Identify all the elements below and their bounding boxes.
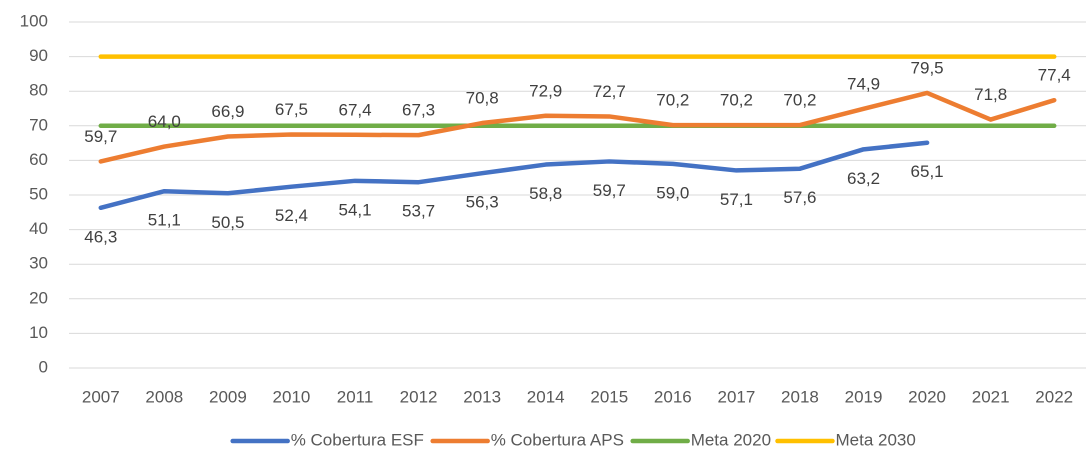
x-tick-label: 2007 xyxy=(82,387,120,406)
data-label: 72,9 xyxy=(529,81,562,100)
data-label: 71,8 xyxy=(974,85,1007,104)
legend-label: Meta 2030 xyxy=(836,430,916,449)
data-label: 70,2 xyxy=(720,91,753,110)
x-tick-label: 2014 xyxy=(527,387,565,406)
x-tick-label: 2015 xyxy=(590,387,628,406)
data-label: 67,3 xyxy=(402,101,435,120)
y-tick-label: 50 xyxy=(29,184,48,203)
y-tick-label: 100 xyxy=(20,11,48,30)
data-label: 77,4 xyxy=(1038,66,1071,85)
legend-label: % Cobertura ESF xyxy=(291,430,424,449)
legend-label: % Cobertura APS xyxy=(491,430,624,449)
data-label: 52,4 xyxy=(275,206,308,225)
y-tick-label: 40 xyxy=(29,219,48,238)
data-label: 59,0 xyxy=(656,183,689,202)
x-tick-label: 2013 xyxy=(463,387,501,406)
data-label: 57,1 xyxy=(720,190,753,209)
data-label: 67,5 xyxy=(275,100,308,119)
x-tick-label: 2020 xyxy=(908,387,946,406)
data-label: 74,9 xyxy=(847,74,880,93)
data-label: 65,1 xyxy=(911,162,944,181)
data-label: 70,2 xyxy=(783,91,816,110)
data-label: 54,1 xyxy=(338,200,371,219)
x-tick-label: 2012 xyxy=(400,387,438,406)
x-tick-label: 2019 xyxy=(845,387,883,406)
data-label: 66,9 xyxy=(211,102,244,121)
data-label: 57,6 xyxy=(783,188,816,207)
x-tick-label: 2010 xyxy=(273,387,311,406)
data-label: 59,7 xyxy=(593,181,626,200)
data-label: 46,3 xyxy=(84,227,117,246)
series-line xyxy=(98,90,1057,164)
legend-label: Meta 2020 xyxy=(691,430,771,449)
x-tick-label: 2008 xyxy=(145,387,183,406)
data-label: 50,5 xyxy=(211,213,244,232)
data-label: 58,8 xyxy=(529,184,562,203)
y-tick-label: 0 xyxy=(39,357,48,376)
data-label: 67,4 xyxy=(338,100,371,119)
y-tick-label: 90 xyxy=(29,46,48,65)
x-tick-label: 2021 xyxy=(972,387,1010,406)
data-label: 59,7 xyxy=(84,127,117,146)
x-tick-label: 2018 xyxy=(781,387,819,406)
x-tick-label: 2017 xyxy=(717,387,755,406)
data-label: 79,5 xyxy=(911,58,944,77)
data-label: 51,1 xyxy=(148,211,181,230)
data-label: 72,7 xyxy=(593,82,626,101)
y-tick-label: 30 xyxy=(29,254,48,273)
x-tick-label: 2009 xyxy=(209,387,247,406)
data-label: 53,7 xyxy=(402,202,435,221)
y-tick-label: 80 xyxy=(29,81,48,100)
data-label: 70,8 xyxy=(466,89,499,108)
y-tick-label: 10 xyxy=(29,323,48,342)
data-label: 56,3 xyxy=(466,193,499,212)
x-tick-label: 2011 xyxy=(337,387,374,406)
x-tick-label: 2016 xyxy=(654,387,692,406)
series-line xyxy=(98,140,930,211)
y-tick-label: 70 xyxy=(29,115,48,134)
y-tick-label: 20 xyxy=(29,288,48,307)
x-tick-label: 2022 xyxy=(1035,387,1073,406)
y-tick-label: 60 xyxy=(29,150,48,169)
data-label: 70,2 xyxy=(656,91,689,110)
data-label: 64,0 xyxy=(148,112,181,131)
data-label: 63,2 xyxy=(847,169,880,188)
